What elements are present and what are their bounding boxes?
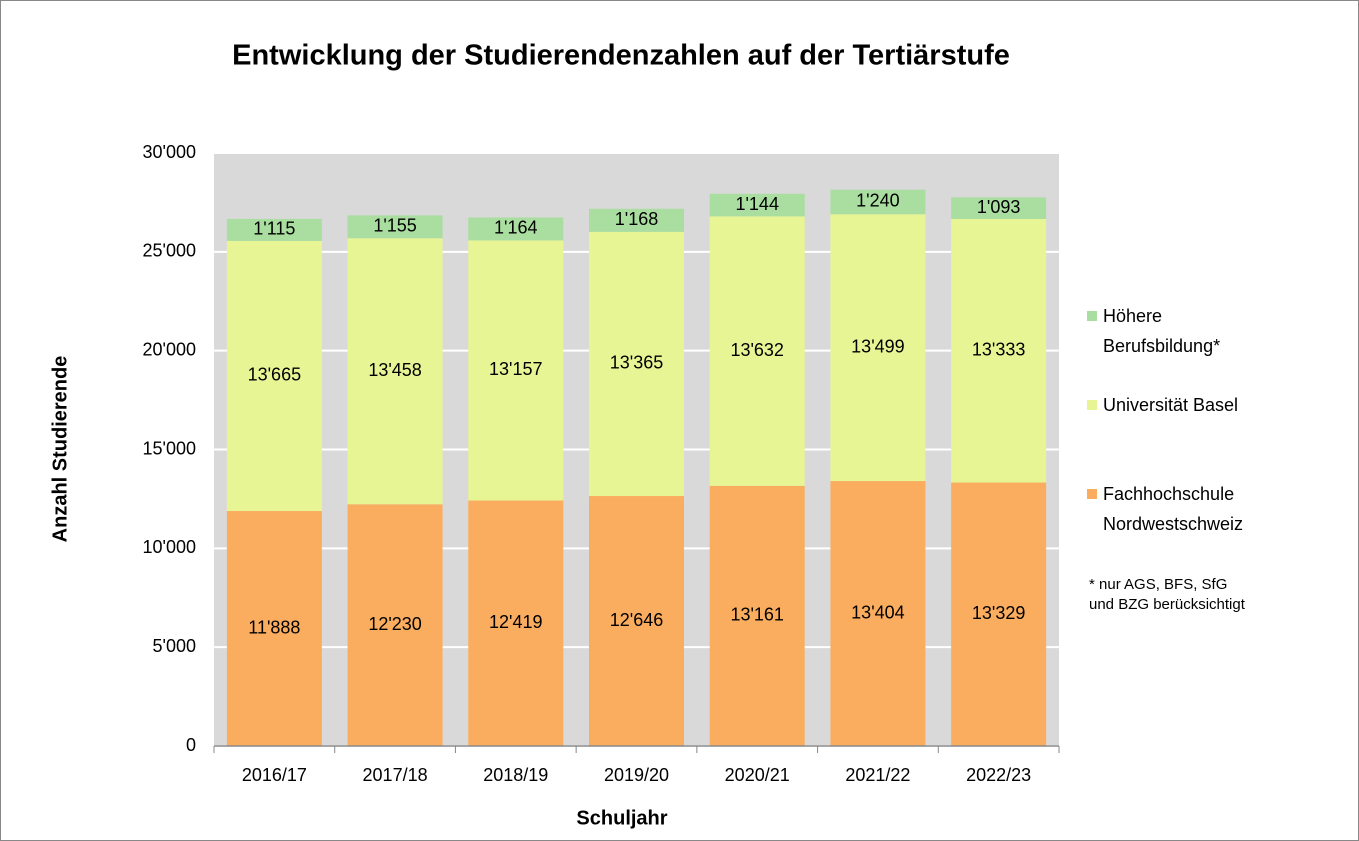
- x-tick-label: 2019/20: [604, 765, 669, 785]
- bar-segment: [830, 214, 926, 482]
- bar-segment: [347, 215, 443, 239]
- bar-segment: [951, 482, 1047, 746]
- data-label: 13'458: [368, 360, 422, 380]
- data-label: 1'168: [615, 209, 658, 229]
- data-label: 13'329: [972, 603, 1026, 623]
- bar-segment: [830, 189, 926, 215]
- data-label: 13'365: [610, 353, 664, 373]
- bar-segment: [951, 218, 1047, 483]
- bar-segment: [226, 240, 322, 512]
- bar-segment: [468, 500, 564, 746]
- bar-segment: [347, 504, 443, 746]
- data-label: 11'888: [248, 617, 300, 637]
- bar-segment: [830, 481, 926, 746]
- data-label: 13'404: [851, 602, 905, 622]
- x-tick-label: 2020/21: [725, 765, 790, 785]
- y-axis-label: Anzahl Studierende: [49, 356, 71, 543]
- data-label: 13'157: [489, 359, 543, 379]
- y-tick-label: 0: [186, 735, 196, 755]
- bar-segment: [226, 218, 322, 241]
- footnote-line: und BZG berücksichtigt: [1089, 596, 1245, 613]
- data-label: 1'164: [494, 218, 537, 238]
- data-label: 13'333: [972, 340, 1026, 360]
- chart-title: Entwicklung der Studierendenzahlen auf d…: [232, 40, 1010, 72]
- x-tick-label: 2016/17: [242, 765, 307, 785]
- x-axis-label: Schuljahr: [576, 807, 667, 829]
- bar-segment: [709, 193, 805, 217]
- data-label: 12'419: [489, 612, 543, 632]
- y-tick-label: 25'000: [143, 241, 197, 261]
- data-label: 1'240: [856, 191, 899, 211]
- legend-item: Universität Basel: [1083, 390, 1343, 420]
- y-tick-label: 15'000: [143, 438, 197, 458]
- y-tick-label: 5'000: [153, 636, 196, 656]
- bar-segment: [468, 217, 564, 241]
- bar-segment: [951, 197, 1047, 219]
- bar-segment: [589, 496, 684, 746]
- y-tick-label: 30'000: [143, 142, 197, 162]
- data-label: 13'632: [730, 340, 784, 360]
- data-label: 1'144: [735, 194, 778, 214]
- x-tick-label: 2018/19: [483, 765, 548, 785]
- legend-item: Fachhochschule Nordwestschweiz: [1083, 479, 1343, 539]
- legend-swatch: [1087, 400, 1097, 410]
- footnote: * nur AGS, BFS, SfG und BZG berücksichti…: [1089, 575, 1245, 615]
- bar-segment: [468, 240, 564, 501]
- bar-segment: [589, 208, 684, 232]
- data-label: 12'230: [368, 614, 422, 634]
- data-label: 1'155: [373, 216, 416, 236]
- bar-segment: [226, 511, 322, 746]
- legend-label: Fachhochschule Nordwestschweiz: [1103, 484, 1244, 534]
- data-label: 1'093: [977, 197, 1020, 217]
- y-tick-label: 10'000: [143, 537, 197, 557]
- data-label: 12'646: [610, 610, 664, 630]
- bar-segment: [589, 231, 684, 497]
- legend-swatch: [1087, 489, 1097, 499]
- bar-segment: [347, 238, 443, 505]
- bar-segment: [709, 485, 805, 746]
- data-label: 13'665: [248, 365, 302, 385]
- x-tick-label: 2021/22: [845, 765, 910, 785]
- legend-swatch: [1087, 311, 1097, 321]
- y-tick-label: 20'000: [143, 339, 197, 359]
- data-label: 13'161: [730, 605, 784, 625]
- footnote-line: * nur AGS, BFS, SfG: [1089, 576, 1228, 593]
- legend-label: Höhere Berufsbildung*: [1103, 306, 1221, 356]
- legend-label: Universität Basel: [1103, 395, 1239, 415]
- x-tick-label: 2017/18: [363, 765, 428, 785]
- bar-segment: [709, 216, 805, 486]
- data-label: 13'499: [851, 336, 905, 356]
- legend-item: Höhere Berufsbildung*: [1083, 301, 1343, 361]
- x-tick-label: 2022/23: [966, 765, 1031, 785]
- data-label: 1'115: [253, 219, 295, 239]
